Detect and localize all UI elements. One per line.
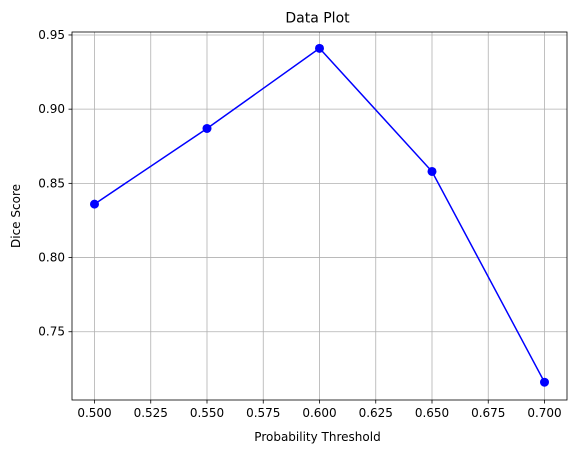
y-axis-label: Dice Score: [9, 184, 23, 248]
x-tick-label: 0.675: [471, 406, 505, 420]
x-tick-label: 0.650: [415, 406, 449, 420]
x-tick-label: 0.700: [527, 406, 561, 420]
data-point: [428, 167, 437, 176]
data-point: [315, 44, 324, 53]
y-tick-label: 0.75: [38, 325, 65, 339]
y-tick-label: 0.80: [38, 251, 65, 265]
x-axis-label: Probability Threshold: [254, 430, 380, 444]
x-tick-label: 0.625: [359, 406, 393, 420]
y-tick-label: 0.95: [38, 28, 65, 42]
y-tick-label: 0.90: [38, 102, 65, 116]
data-point: [90, 200, 99, 209]
x-tick-label: 0.600: [302, 406, 336, 420]
x-tick-label: 0.500: [77, 406, 111, 420]
x-tick-label: 0.525: [134, 406, 168, 420]
data-point: [540, 378, 549, 387]
x-tick-label: 0.575: [246, 406, 280, 420]
chart-title: Data Plot: [285, 11, 350, 27]
y-tick-label: 0.85: [38, 176, 65, 190]
data-point: [203, 124, 212, 133]
x-tick-label: 0.550: [190, 406, 224, 420]
